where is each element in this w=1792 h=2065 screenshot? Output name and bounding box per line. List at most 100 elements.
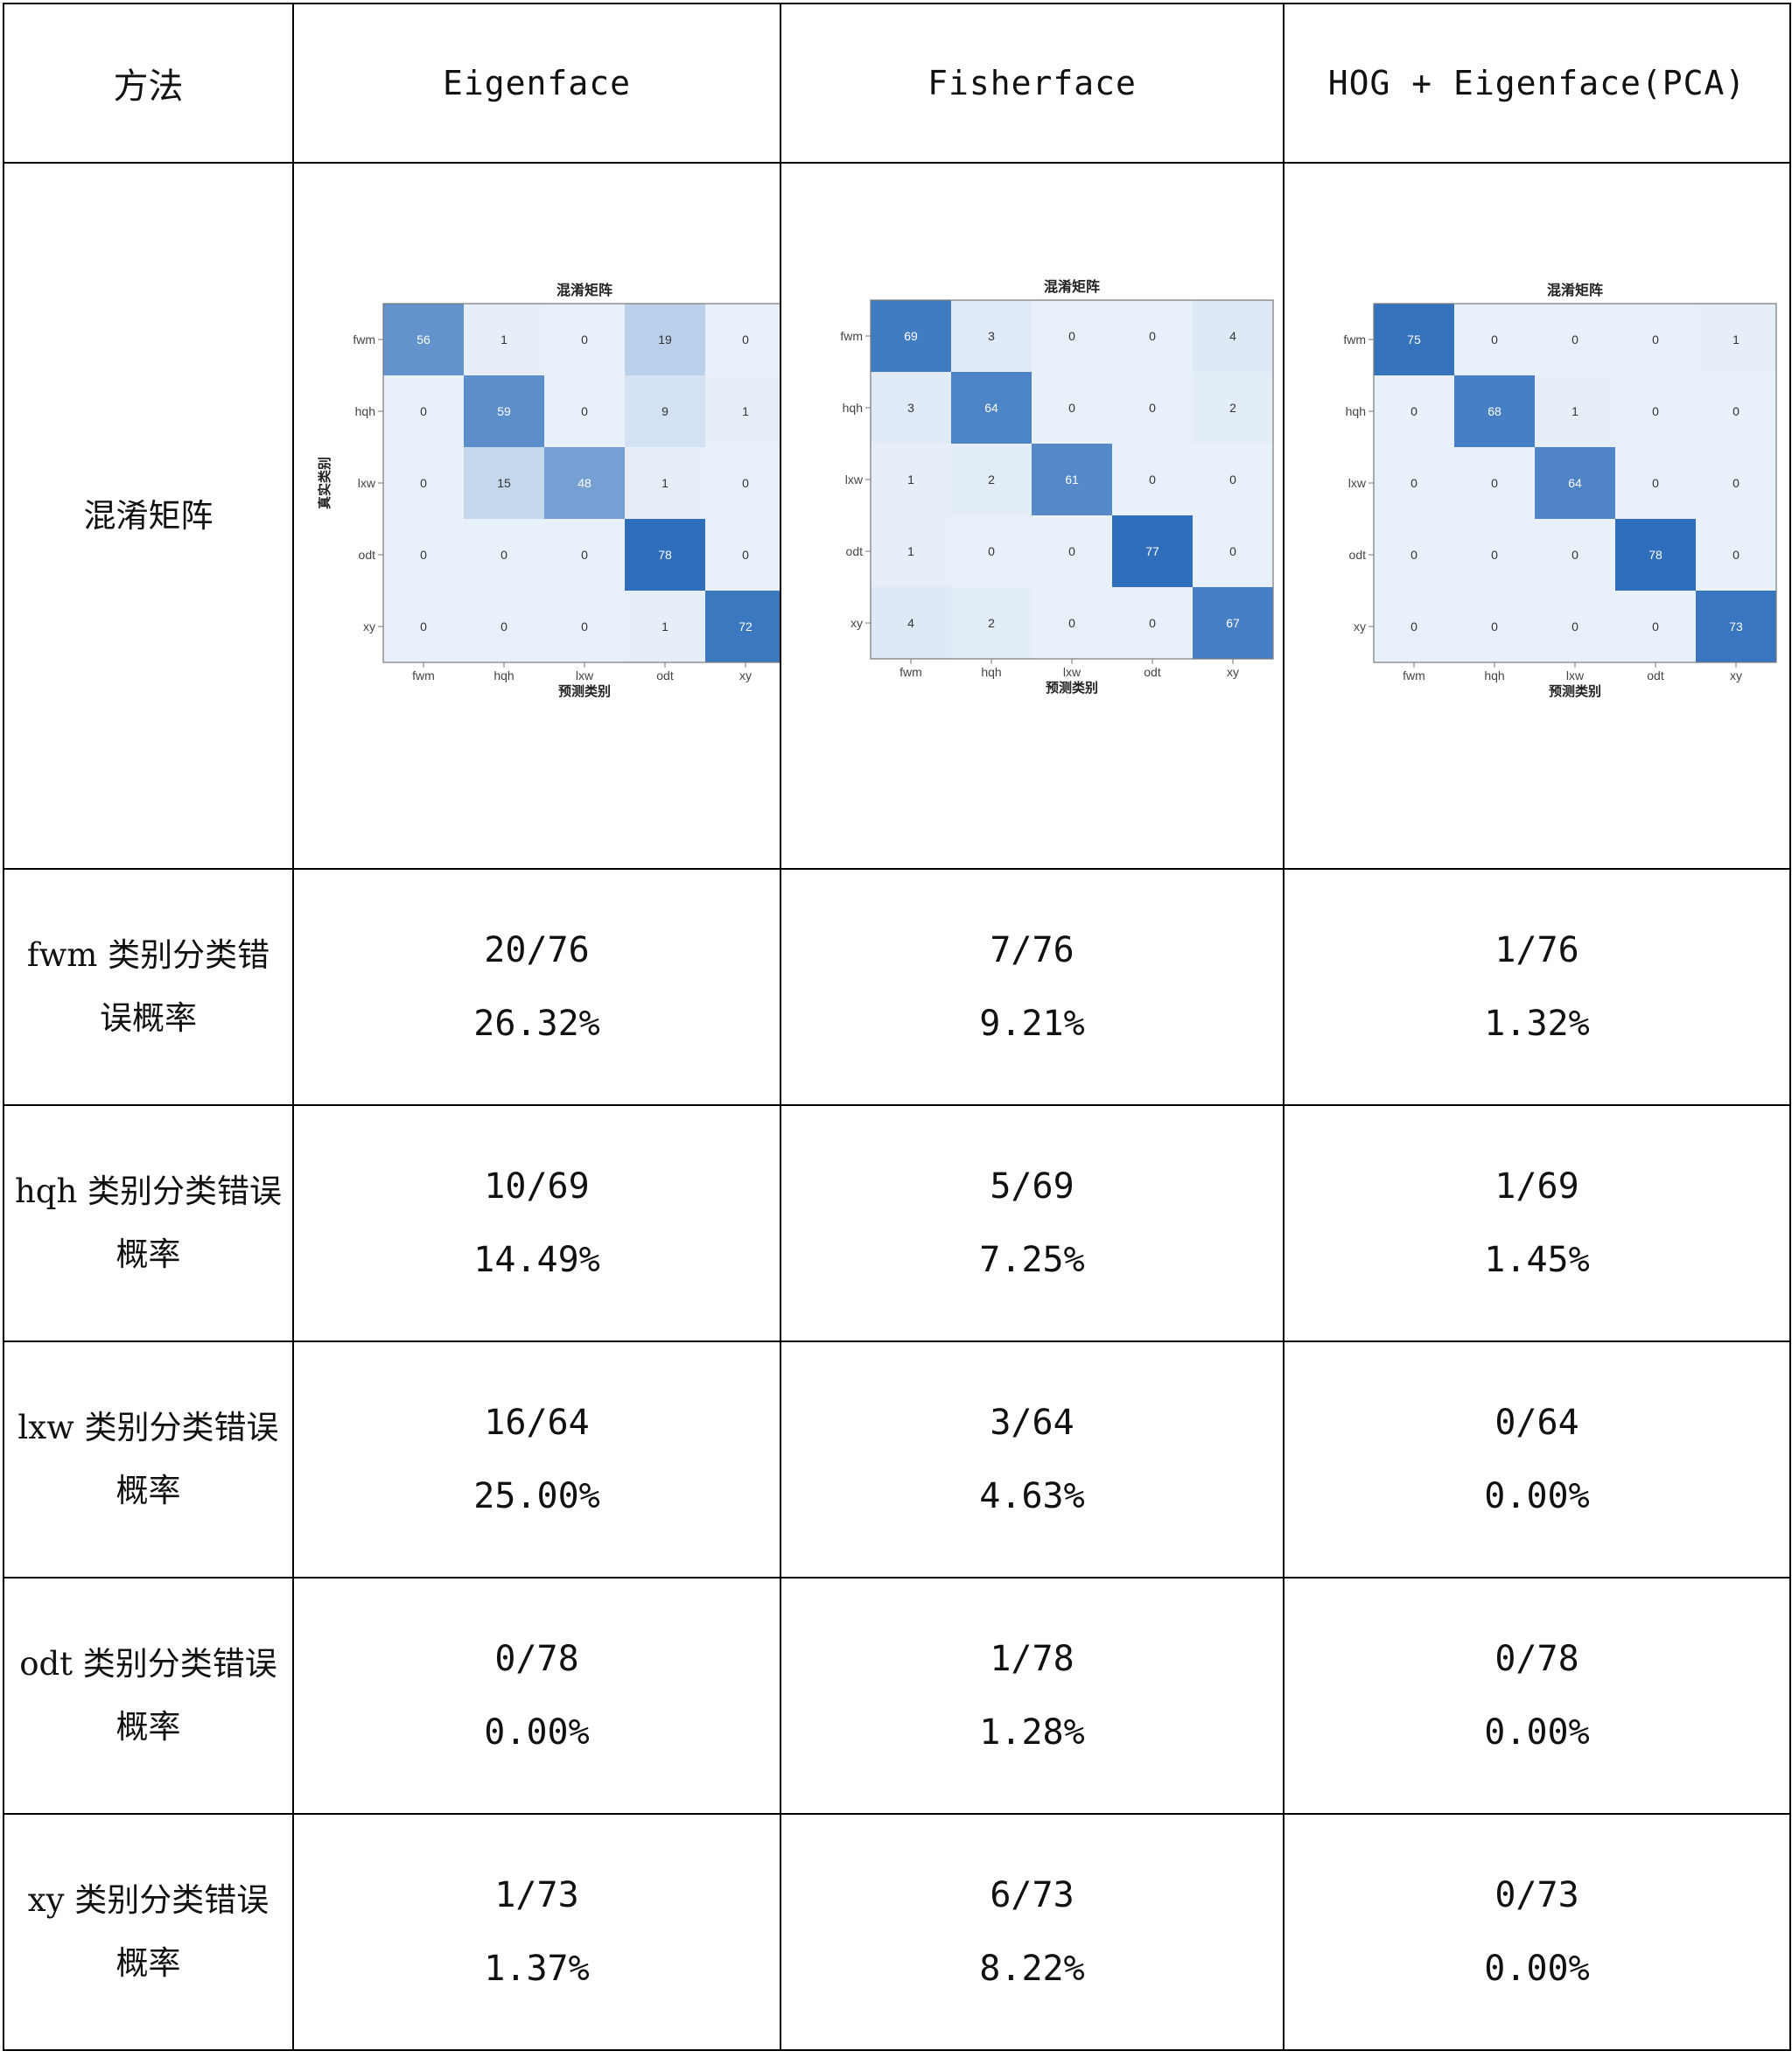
cell-value-label: 19 (658, 332, 672, 346)
y-tick-label: fwm (1343, 332, 1366, 346)
x-tick-label: fwm (412, 668, 435, 682)
cell-value-label: 78 (1648, 548, 1662, 562)
cell-value-label: 1 (1732, 332, 1740, 346)
method-header: 方法 (3, 3, 294, 164)
cell-value-label: 1 (1572, 404, 1578, 418)
heatmap-cell (625, 591, 705, 662)
error-row-label-line1: fwm 类别分类错 (26, 936, 270, 974)
heatmap-cell (1535, 304, 1615, 375)
y-tick-label: lxw (1348, 476, 1367, 490)
cell-value-label: 0 (581, 548, 588, 562)
error-cell: 1/76 1.32% (1283, 868, 1791, 1106)
heatmap-cell (1696, 304, 1776, 375)
error-fraction: 1/76 (1494, 930, 1579, 970)
error-percentage: 1.28% (979, 1712, 1085, 1753)
cell-value-label: 0 (1652, 332, 1659, 346)
error-row-label: xy 类别分类错误 概率 (3, 1813, 294, 2051)
error-row-label: lxw 类别分类错误 概率 (3, 1340, 294, 1578)
confusion-matrix-row-label: 混淆矩阵 (3, 162, 294, 870)
cell-value-label: 0 (1068, 401, 1075, 415)
cell-value-label: 0 (1149, 616, 1156, 630)
heatmap-cell (1454, 304, 1535, 375)
cell-value-label: 0 (500, 548, 508, 562)
heatmap-cell (951, 300, 1032, 372)
heatmap-cell (1615, 304, 1696, 375)
heatmap-cell (464, 375, 544, 447)
error-percentage: 1.32% (1484, 1004, 1590, 1044)
chart-title: 混淆矩阵 (1044, 278, 1100, 295)
error-fraction: 0/73 (1494, 1875, 1579, 1915)
cell-value-label: 0 (1652, 620, 1659, 634)
heatmap-cell (1535, 375, 1615, 447)
cell-value-label: 0 (1491, 620, 1498, 634)
y-tick-label: xy (850, 616, 863, 630)
cell-value-label: 0 (1068, 329, 1075, 343)
cell-value-label: 2 (1229, 401, 1236, 415)
error-row-label-line1: xy 类别分类错误 (27, 1881, 270, 1919)
cell-value-label: 77 (1145, 544, 1159, 558)
heatmap-cell (1032, 515, 1112, 587)
cell-value-label: 0 (1491, 548, 1498, 562)
error-cell: 3/64 4.63% (780, 1340, 1284, 1578)
error-percentage: 9.21% (979, 1004, 1085, 1044)
method-eigenface-header: Eigenface (292, 3, 781, 164)
error-percentage: 4.63% (979, 1476, 1085, 1516)
error-fraction: 1/73 (494, 1875, 579, 1915)
cell-value-label: 0 (1149, 329, 1156, 343)
y-tick-label: lxw (845, 472, 864, 486)
confusion-matrix-cell-hog-eigenface: 混淆矩阵 75 0 0 0 1 0 68 1 0 0 0 0 64 0 0 0 0 0 78 0 0 0 0 0 73 fwm fwm… (1283, 162, 1791, 870)
heatmap-cell (705, 304, 786, 375)
x-axis-label: 预测类别 (1549, 683, 1601, 699)
error-percentage: 1.37% (484, 1949, 590, 1989)
error-cell: 0/73 0.00% (1283, 1813, 1791, 2051)
cell-value-label: 0 (1732, 548, 1740, 562)
error-fraction: 10/69 (484, 1166, 590, 1207)
heatmap-cell (951, 372, 1032, 444)
error-row-label: fwm 类别分类错 误概率 (3, 868, 294, 1106)
heatmap-cell (1193, 300, 1273, 372)
x-tick-label: fwm (900, 665, 922, 679)
y-tick-label: hqh (355, 404, 375, 418)
cell-value-label: 68 (1488, 404, 1502, 418)
cell-value-label: 75 (1407, 332, 1421, 346)
confusion-matrix-eigenface: 混淆矩阵 56 1 0 19 0 0 59 0 9 1 0 15 48 1 0 0 0 0 78 0 0 0 0 1 72 fwm f… (317, 282, 787, 699)
cell-value-label: 1 (662, 476, 668, 490)
x-tick-label: hqh (981, 665, 1001, 679)
heatmap-cell (1454, 375, 1535, 447)
heatmap-cell (1193, 444, 1273, 515)
cell-value-label: 4 (907, 616, 914, 630)
cell-value-label: 78 (658, 548, 672, 562)
error-cell: 16/64 25.00% (292, 1340, 781, 1578)
cell-value-label: 1 (907, 472, 914, 486)
heatmap-cell (1032, 587, 1112, 659)
cell-value-label: 73 (1729, 620, 1743, 634)
heatmap-cell (705, 447, 786, 519)
cell-value-label: 0 (742, 548, 749, 562)
heatmap-cell (871, 444, 951, 515)
cell-value-label: 15 (497, 476, 511, 490)
heatmap-cell (383, 591, 464, 662)
error-percentage: 14.49% (473, 1240, 600, 1280)
heatmap-cell (1032, 300, 1112, 372)
x-axis-label: 预测类别 (1046, 680, 1098, 696)
heatmap-cell (705, 519, 786, 591)
heatmap-cell (1374, 591, 1454, 662)
heatmap-cell (1374, 375, 1454, 447)
y-axis-label: 真实类别 (317, 457, 332, 509)
confusion-matrix-cell-eigenface: 混淆矩阵 56 1 0 19 0 0 59 0 9 1 0 15 48 1 0 0 0 0 78 0 0 0 0 1 72 fwm f… (292, 162, 787, 870)
y-tick-label: fwm (353, 332, 375, 346)
heatmap-cell (705, 375, 786, 447)
error-fraction: 3/64 (990, 1403, 1074, 1443)
heatmap-cell (1454, 519, 1535, 591)
heatmap-cell (383, 375, 464, 447)
heatmap-cell (383, 447, 464, 519)
cell-value-label: 1 (907, 544, 914, 558)
error-percentage: 26.32% (473, 1004, 600, 1044)
error-fraction: 0/78 (494, 1639, 579, 1679)
error-row-label-line2: 概率 (116, 1944, 181, 1982)
heatmap-cell (1032, 372, 1112, 444)
x-tick-label: lxw (1566, 668, 1585, 682)
error-fraction: 1/69 (1494, 1166, 1579, 1207)
cell-value-label: 0 (420, 404, 427, 418)
error-fraction: 16/64 (484, 1403, 590, 1443)
